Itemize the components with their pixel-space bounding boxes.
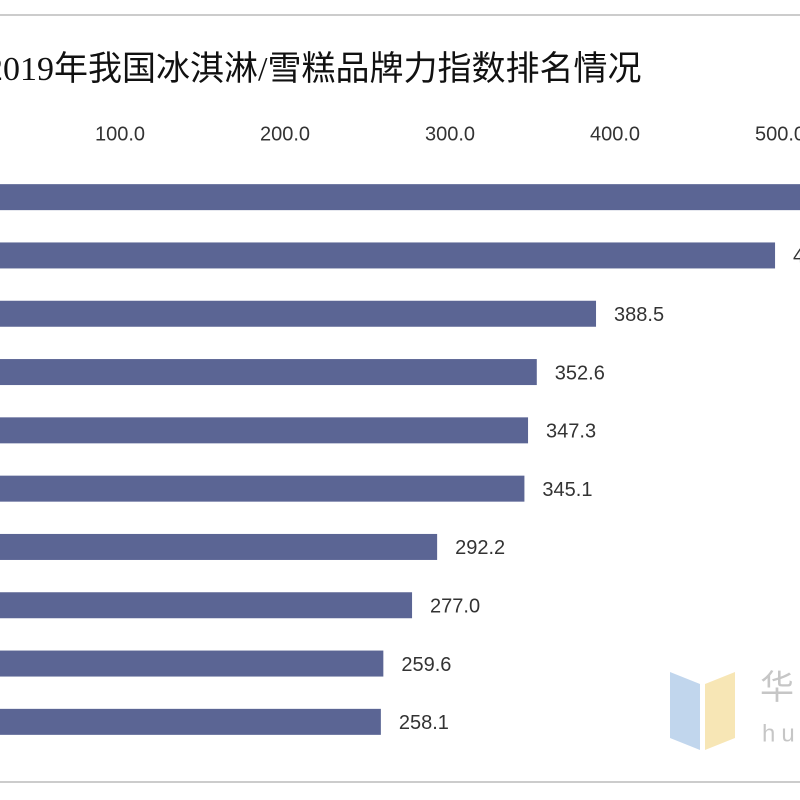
chart-title: 2019年我国冰淇淋/雪糕品牌力指数排名情况: [0, 50, 641, 88]
x-tick-label: 300.0: [425, 123, 475, 145]
x-tick-label: 100.0: [95, 123, 145, 145]
bar: [0, 417, 529, 444]
bar: [0, 708, 381, 735]
bar: [0, 475, 525, 502]
watermark-text: 华: [760, 669, 794, 707]
bar: [0, 242, 776, 269]
watermark-logo: 华 hu: [670, 669, 800, 750]
bar: [0, 592, 413, 619]
value-label: 347.3: [546, 421, 596, 443]
value-label: 259.6: [401, 654, 451, 676]
value-label: 258.1: [399, 712, 449, 734]
bar: [0, 300, 597, 327]
value-label: 388.5: [614, 304, 664, 326]
x-tick-label: 200.0: [260, 123, 310, 145]
bar: [0, 650, 384, 677]
bar: [0, 184, 800, 211]
value-label: 352.6: [555, 362, 605, 384]
x-tick-label: 400.0: [590, 123, 640, 145]
bar: [0, 533, 438, 560]
watermark-subtext: hu: [762, 720, 800, 747]
value-label: 292.2: [455, 537, 505, 559]
value-label: 497.0: [793, 246, 800, 268]
value-label: 277.0: [430, 596, 480, 618]
x-tick-label: 500.0: [755, 123, 800, 145]
bar: [0, 359, 537, 386]
value-label: 345.1: [542, 479, 592, 501]
